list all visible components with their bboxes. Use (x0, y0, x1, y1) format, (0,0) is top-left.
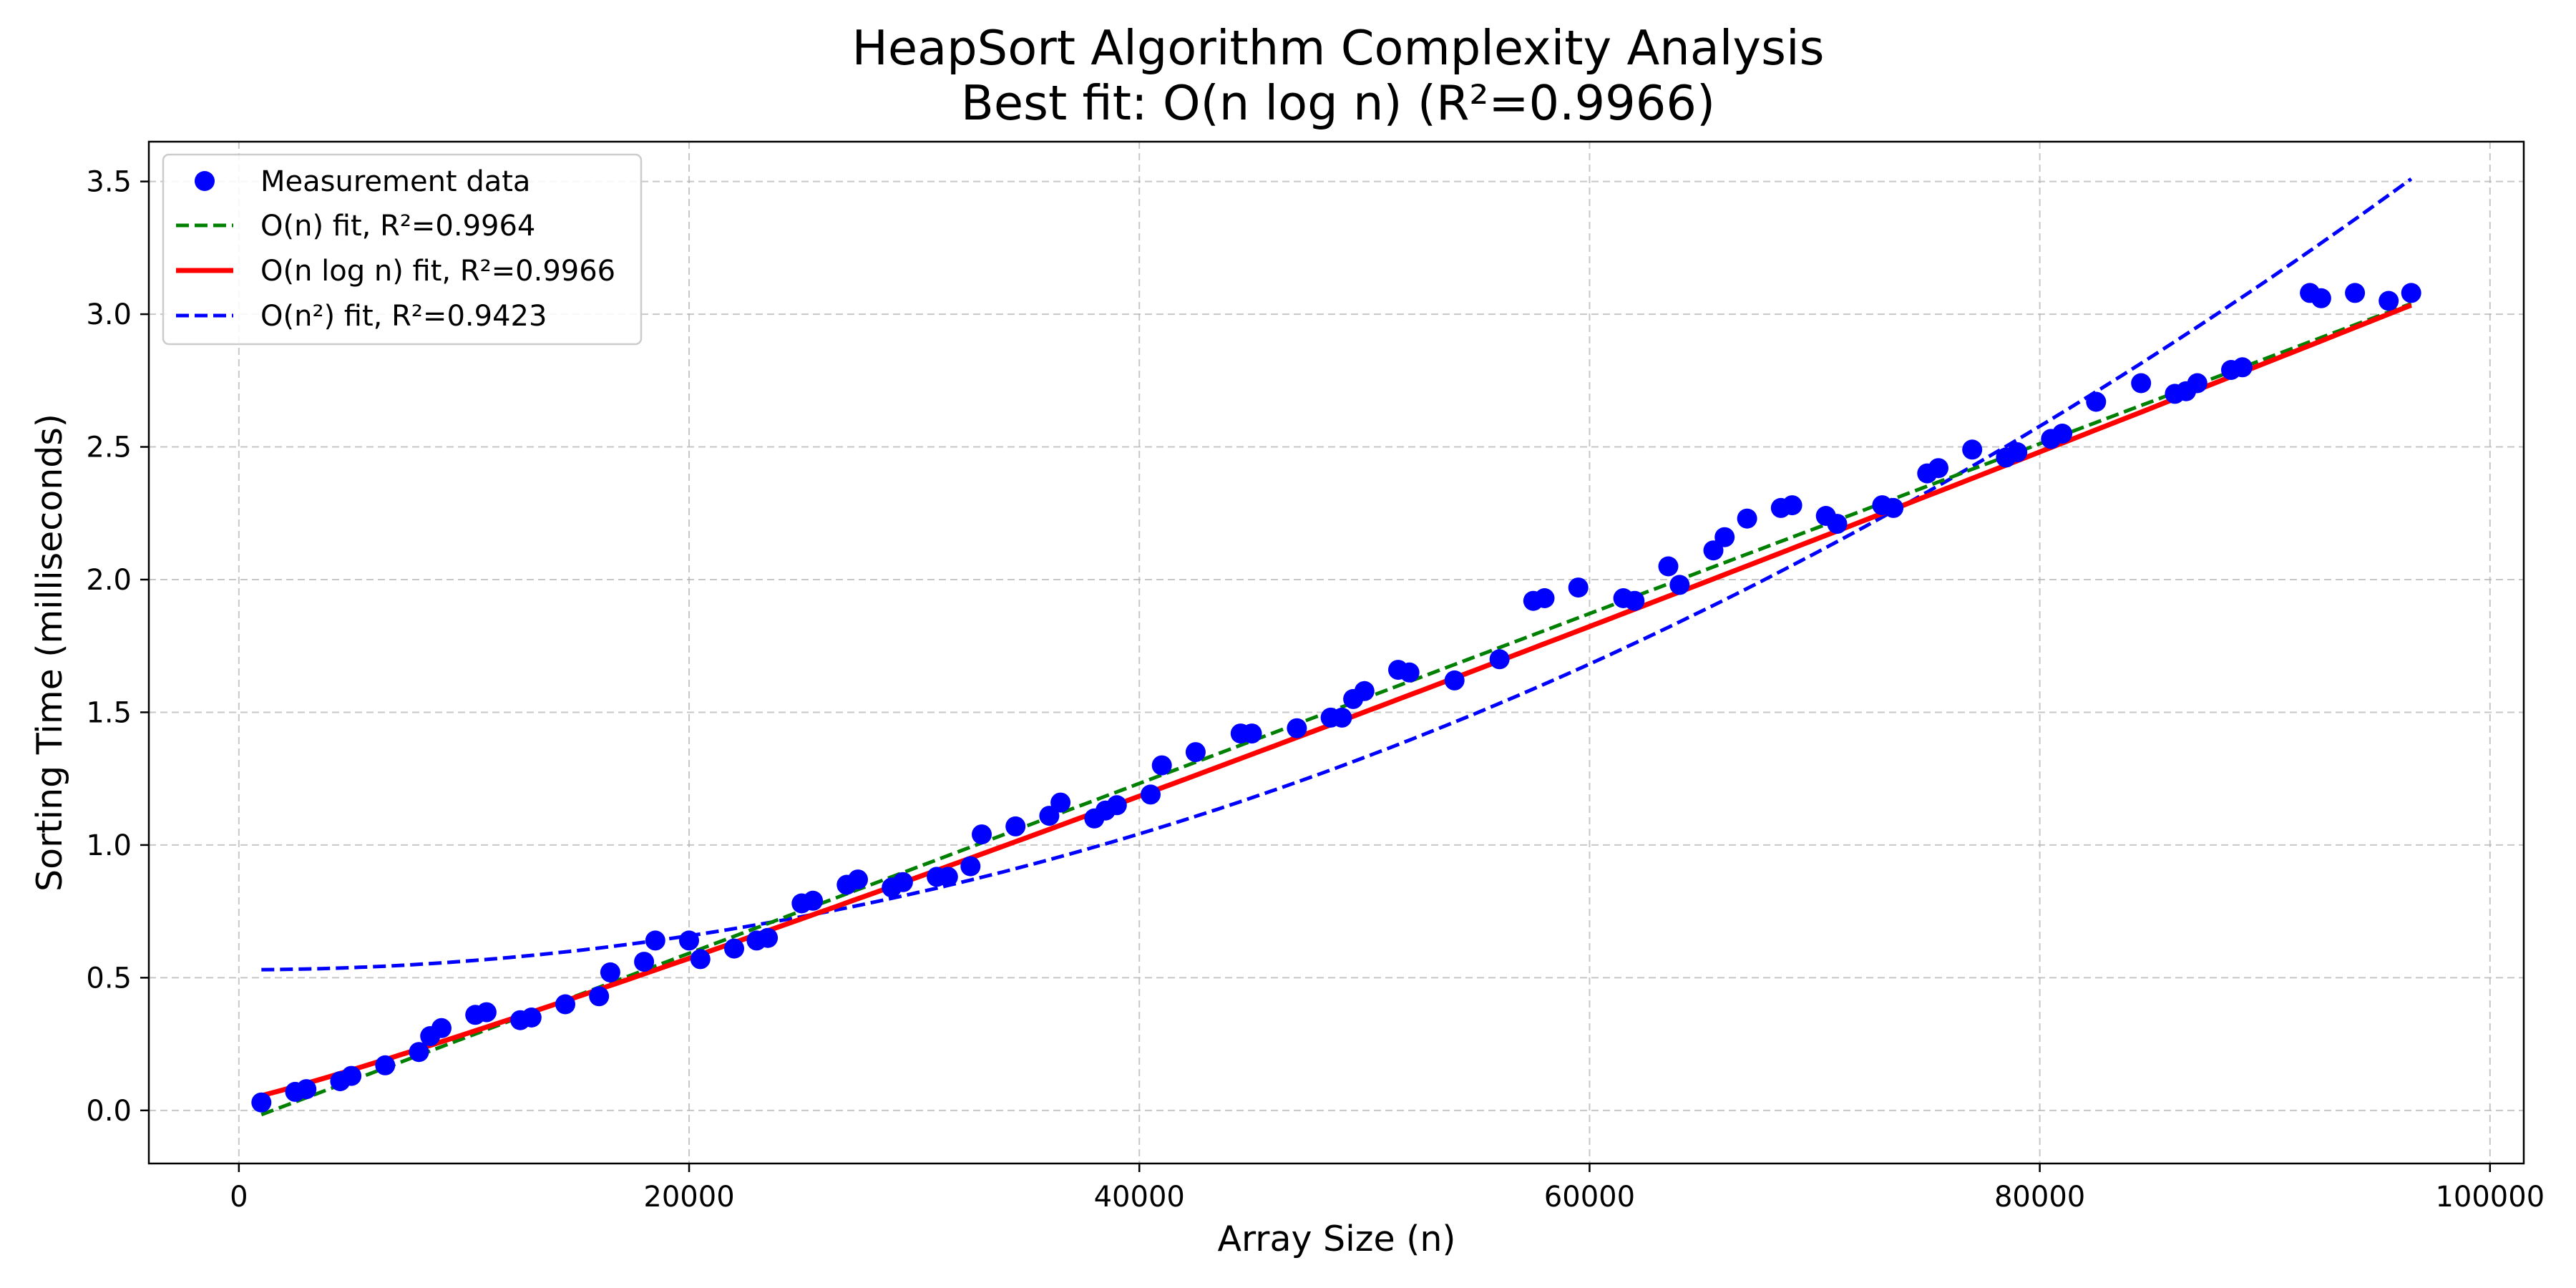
data-point (1039, 806, 1060, 826)
y-tick-label: 3.5 (86, 166, 132, 199)
legend-label-nlogn-fit: O(n log n) fit, R²=0.9966 (260, 255, 615, 288)
y-tick-label: 1.0 (86, 829, 132, 862)
data-point (1005, 816, 1026, 836)
data-point (2007, 442, 2028, 462)
data-point (1106, 795, 1127, 816)
data-point (2131, 373, 2152, 394)
data-point (848, 869, 868, 890)
data-point (2232, 357, 2253, 378)
data-point (758, 927, 779, 948)
data-point (1354, 680, 1375, 701)
legend-box (162, 153, 643, 346)
data-point (1151, 755, 1172, 776)
y-tick-label: 3.0 (86, 298, 132, 331)
chart-title: HeapSort Algorithm Complexity Analysis (852, 20, 1824, 76)
data-point (1568, 577, 1589, 598)
data-point (634, 952, 655, 972)
data-point (600, 962, 620, 982)
data-point (1534, 588, 1555, 608)
y-tick-label: 0.5 (86, 962, 132, 995)
data-point (296, 1079, 317, 1100)
y-tick-label: 1.5 (86, 696, 132, 729)
data-point (476, 1002, 497, 1023)
data-point (1141, 784, 1161, 805)
data-point (724, 938, 744, 959)
data-point (1185, 742, 1206, 763)
data-point (1624, 590, 1645, 611)
legend: Measurement data O(n) fit, R²=0.9964 O(n… (162, 153, 643, 346)
data-point (1399, 662, 1420, 683)
data-point (2052, 424, 2073, 444)
x-tick-label: 40000 (1094, 1181, 1185, 1214)
x-tick-label: 20000 (643, 1181, 734, 1214)
x-tick-label: 0 (230, 1181, 248, 1214)
legend-label-linear-fit: O(n) fit, R²=0.9964 (260, 210, 535, 243)
data-point (431, 1018, 452, 1038)
y-tick-label: 0.0 (86, 1095, 132, 1128)
legend-item-measurement: Measurement data (195, 165, 530, 198)
data-point (1658, 556, 1679, 577)
legend-item-quadratic-fit: O(n²) fit, R²=0.9423 (176, 300, 547, 333)
data-point (589, 986, 610, 1007)
data-point (1928, 458, 1948, 479)
data-point (1050, 792, 1071, 813)
data-point (803, 890, 824, 911)
measurement-points (251, 283, 2421, 1113)
y-tick-label: 2.0 (86, 564, 132, 597)
data-point (892, 872, 913, 892)
data-point (555, 994, 575, 1015)
data-point (375, 1055, 396, 1075)
legend-label-quadratic-fit: O(n²) fit, R²=0.9423 (260, 300, 547, 333)
data-point (645, 930, 665, 951)
chart-subtitle: Best fit: O(n log n) (R²=0.9966) (961, 75, 1715, 131)
data-point (2187, 373, 2207, 394)
data-point (1962, 439, 1983, 460)
data-point (1714, 527, 1735, 547)
legend-item-linear-fit: O(n) fit, R²=0.9964 (176, 210, 535, 243)
fit-line-linear (260, 301, 2412, 1117)
y-axis-ticks: 0.0 0.5 1.0 1.5 2.0 2.5 3.0 3.5 (86, 166, 149, 1128)
fit-line-quadratic (261, 177, 2413, 972)
data-point (937, 867, 958, 887)
data-point (2379, 291, 2399, 311)
data-point (251, 1092, 272, 1113)
data-point (1669, 575, 1690, 595)
x-axis-ticks: 0 20000 40000 60000 80000 100000 (230, 1163, 2545, 1214)
data-point (1782, 495, 1802, 516)
data-point (1332, 707, 1352, 728)
legend-marker-measurement (195, 171, 215, 191)
data-point (1827, 514, 1848, 535)
plot-frame (147, 140, 2525, 1165)
legend-item-nlogn-fit: O(n log n) fit, R²=0.9966 (176, 255, 615, 288)
data-point (341, 1065, 362, 1086)
data-point (2401, 283, 2421, 303)
y-tick-label: 2.5 (86, 431, 132, 464)
data-point (1883, 497, 1904, 518)
data-point (409, 1042, 429, 1063)
data-point (1241, 723, 1262, 744)
data-point (679, 930, 699, 951)
data-point (1444, 670, 1465, 691)
x-axis-label: Array Size (n) (1218, 1219, 1456, 1259)
legend-label-measurement: Measurement data (260, 165, 530, 198)
data-point (972, 824, 992, 845)
data-point (2086, 391, 2107, 412)
x-tick-label: 60000 (1544, 1181, 1635, 1214)
data-point (2311, 288, 2331, 308)
data-point (1287, 718, 1307, 738)
y-axis-label: Sorting Time (milliseconds) (29, 414, 70, 892)
data-point (1737, 508, 1757, 529)
data-point (1489, 649, 1510, 670)
data-point (960, 856, 981, 877)
data-point (690, 949, 711, 970)
data-point (2345, 283, 2366, 303)
x-tick-label: 80000 (1994, 1181, 2085, 1214)
data-point (521, 1008, 542, 1028)
data-point (1703, 540, 1724, 561)
x-tick-label: 100000 (2435, 1181, 2545, 1214)
